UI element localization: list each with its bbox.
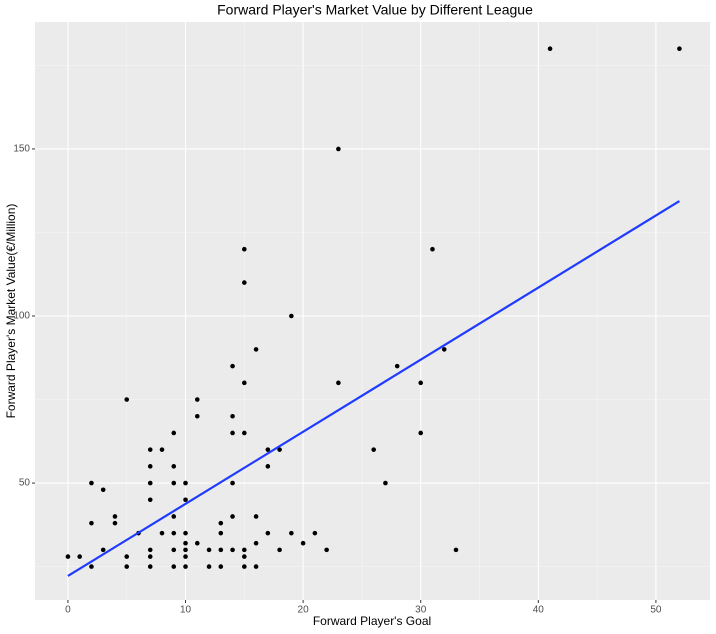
point	[336, 380, 341, 386]
point	[242, 554, 247, 559]
x-axis-title: Forward Player's Goal	[313, 614, 431, 628]
point	[171, 564, 177, 569]
point	[289, 313, 294, 319]
point	[218, 530, 224, 536]
point	[65, 554, 71, 559]
point	[89, 564, 94, 569]
point	[89, 480, 94, 486]
point	[147, 547, 153, 553]
point	[147, 480, 153, 486]
point	[265, 464, 271, 469]
y-tick-label: 150	[13, 144, 30, 155]
point	[124, 554, 130, 559]
point	[183, 530, 188, 536]
point	[230, 547, 235, 553]
point	[171, 464, 177, 469]
point	[183, 540, 188, 546]
point	[77, 554, 82, 559]
point	[441, 347, 447, 352]
point	[147, 554, 153, 559]
point	[183, 554, 188, 559]
point	[230, 363, 235, 369]
point	[112, 514, 118, 519]
point	[147, 464, 153, 469]
point	[371, 447, 376, 452]
point	[183, 497, 188, 503]
point	[253, 514, 259, 519]
point	[242, 564, 247, 569]
point	[453, 547, 459, 553]
point	[242, 246, 247, 252]
point	[159, 447, 165, 452]
point	[253, 564, 259, 569]
point	[194, 413, 200, 419]
point	[418, 430, 424, 436]
point	[230, 480, 235, 486]
point	[218, 564, 224, 569]
point	[171, 530, 177, 536]
point	[336, 146, 341, 152]
point	[253, 347, 259, 352]
point	[312, 530, 318, 536]
point	[147, 447, 153, 452]
point	[194, 540, 200, 546]
point	[100, 547, 106, 553]
point	[242, 280, 247, 285]
panel	[35, 22, 710, 600]
point	[171, 514, 177, 519]
y-tick-label: 50	[19, 478, 31, 489]
x-tick-label: 30	[415, 605, 427, 616]
point	[89, 520, 94, 526]
point	[394, 363, 400, 369]
x-tick-label: 0	[65, 605, 71, 616]
point	[265, 530, 271, 536]
point	[230, 413, 235, 419]
point	[206, 547, 212, 553]
point	[147, 564, 153, 569]
point	[183, 564, 188, 569]
point	[289, 530, 294, 536]
point	[253, 540, 259, 546]
point	[159, 530, 165, 536]
point	[194, 397, 200, 402]
point	[677, 46, 682, 52]
point	[230, 430, 235, 436]
point	[124, 564, 130, 569]
point	[218, 547, 224, 553]
x-tick-label: 40	[533, 605, 545, 616]
x-tick-label: 10	[180, 605, 192, 616]
point	[171, 430, 177, 436]
point	[112, 520, 118, 526]
point	[230, 514, 235, 519]
point	[242, 380, 247, 386]
x-tick-label: 50	[650, 605, 662, 616]
point	[277, 547, 282, 553]
y-axis-title: Forward Player's Market Value(€/Million)	[4, 204, 18, 419]
point	[124, 397, 130, 402]
point	[300, 540, 306, 546]
point	[265, 447, 271, 452]
point	[218, 520, 224, 526]
point	[206, 564, 212, 569]
point	[547, 46, 553, 52]
point	[183, 547, 188, 553]
point	[277, 447, 282, 452]
point	[183, 480, 188, 486]
x-tick-label: 20	[298, 605, 310, 616]
point	[171, 547, 177, 553]
chart-title: Forward Player's Market Value by Differe…	[217, 2, 533, 18]
point	[100, 487, 106, 493]
point	[383, 480, 388, 486]
point	[171, 480, 177, 486]
trend-line	[67, 200, 680, 577]
point	[242, 430, 247, 436]
point	[430, 246, 435, 252]
point	[147, 497, 153, 503]
point	[418, 380, 424, 386]
y-tick-label: 100	[13, 311, 30, 322]
point	[324, 547, 329, 553]
point	[242, 547, 247, 553]
